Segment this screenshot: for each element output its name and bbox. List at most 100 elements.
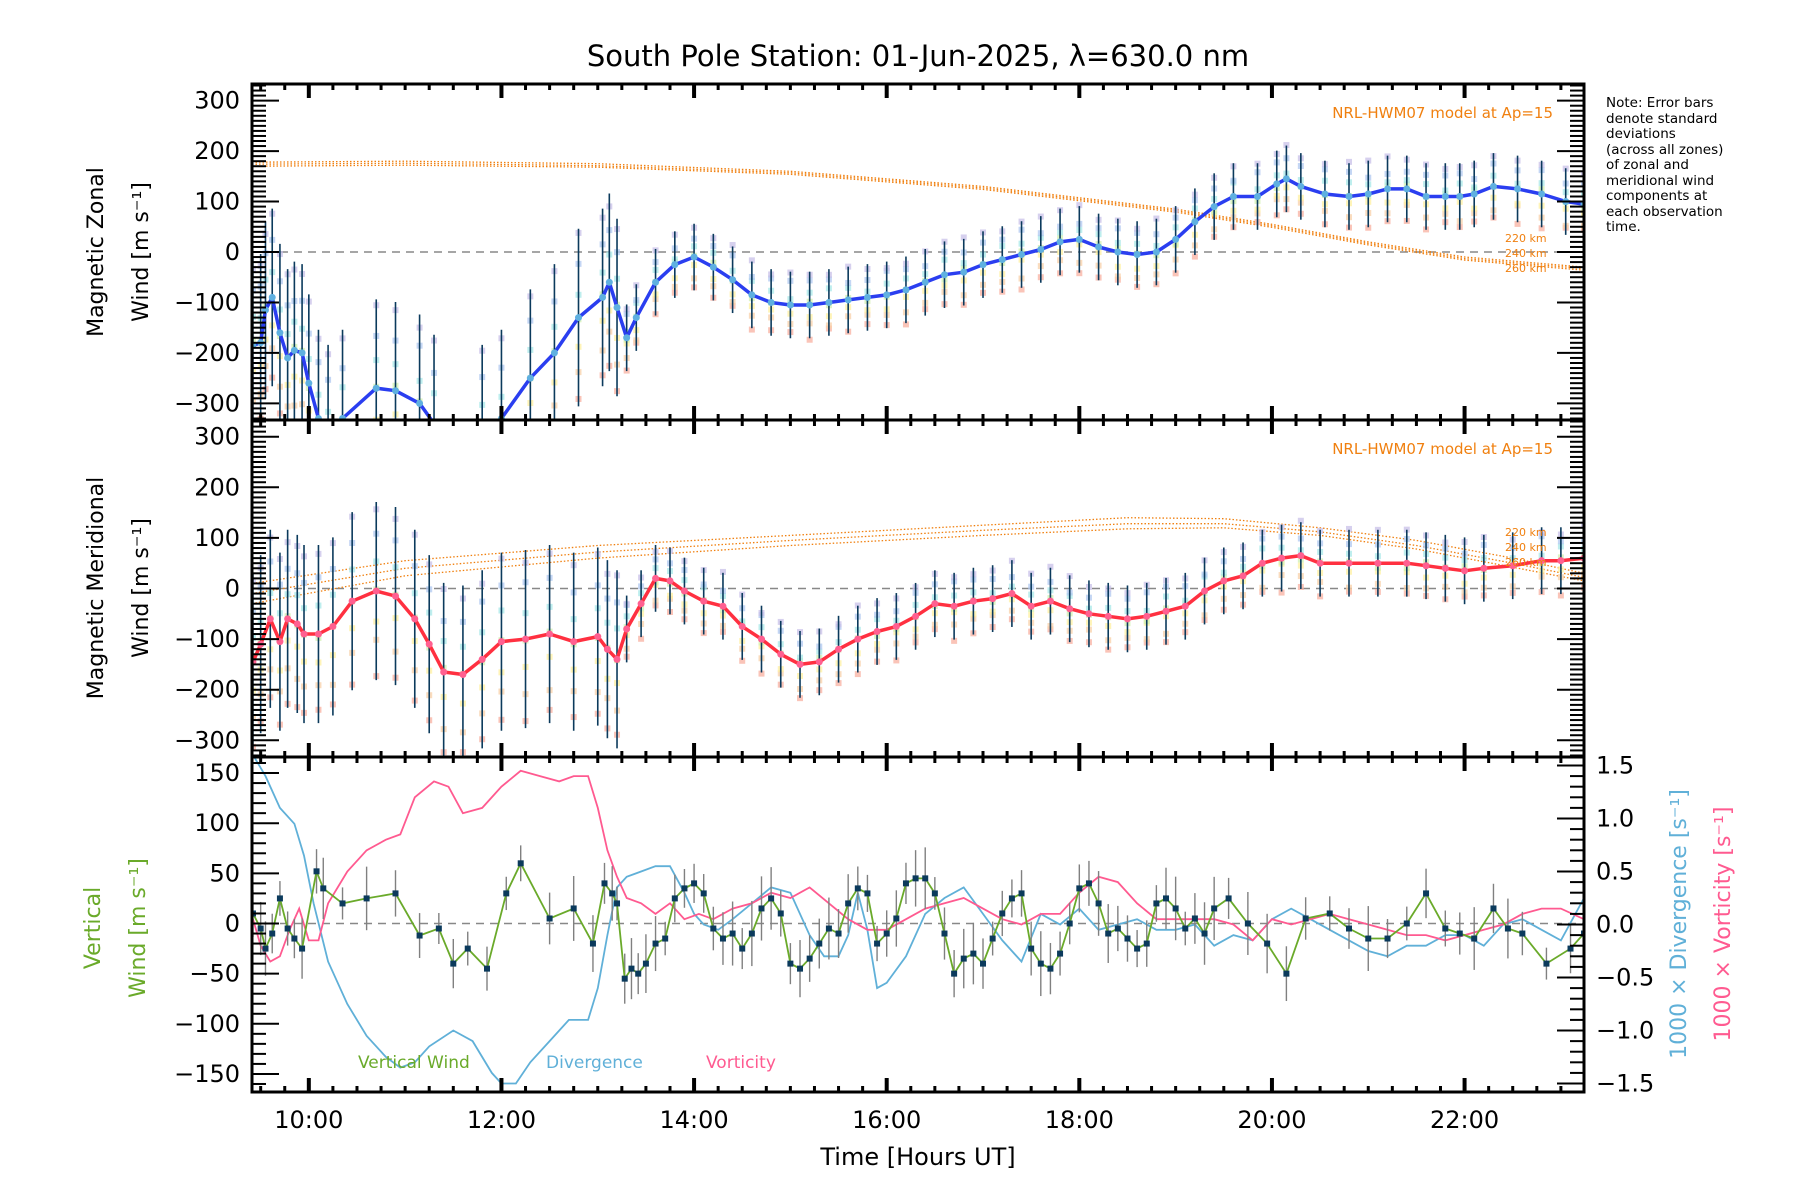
note-line: (across all zones) <box>1606 141 1724 158</box>
meridional-mean-marker <box>1557 557 1565 565</box>
zonal-zone-point <box>315 444 321 450</box>
zonal-zone-point <box>431 422 437 428</box>
vertical-wind-marker <box>1047 965 1054 972</box>
vertical-wind-marker <box>1095 900 1102 907</box>
meridional-mean-marker <box>497 638 505 646</box>
vertical-wind-marker <box>464 945 471 952</box>
vertical-wind-marker <box>980 960 987 967</box>
zonal-zone-point <box>252 265 256 272</box>
zonal-mean-marker <box>623 334 631 342</box>
zonal-mean-marker <box>1422 193 1430 201</box>
zonal-mean-marker <box>605 278 613 286</box>
meridional-ytick-label: 100 <box>194 524 240 552</box>
vertical-wind-marker <box>1124 935 1131 942</box>
vertical-wind-marker <box>291 935 298 942</box>
meridional-mean-marker <box>719 602 727 610</box>
vertical-wind-marker <box>621 975 628 982</box>
zonal-zone-point <box>1345 158 1352 165</box>
chart-data-layer <box>252 142 1584 1085</box>
vertical-wind-marker <box>1037 960 1044 967</box>
vertical-wind-marker <box>614 900 621 907</box>
vertical-ytick-label: −150 <box>174 1060 240 1088</box>
zonal-ytick-label: −200 <box>174 339 240 367</box>
zonal-zone-point <box>306 461 312 467</box>
vertical-wind-marker <box>635 970 642 977</box>
meridional-mean-marker <box>1297 552 1305 560</box>
meridional-ylabel-line2: Wind [m s⁻¹] <box>129 518 154 658</box>
zonal-zone-point <box>340 467 346 473</box>
meridional-mean-marker <box>1480 564 1488 572</box>
meridional-zone-point <box>252 634 256 641</box>
meridional-zone-point <box>638 635 645 642</box>
meridional-mean-marker <box>1181 602 1189 610</box>
meridional-mean-marker <box>989 595 997 603</box>
vertical-wind-marker <box>922 875 929 882</box>
meridional-zone-point <box>252 714 256 721</box>
meridional-alt-label-260: 260 km <box>1505 556 1547 569</box>
zonal-mean-marker <box>1133 251 1141 259</box>
meridional-mean-marker <box>300 630 308 638</box>
vertical-ytick-label: −100 <box>174 1010 240 1038</box>
vertical-wind-marker <box>970 950 977 957</box>
meridional-mean-marker <box>1123 615 1131 623</box>
zonal-zone-point <box>373 461 379 467</box>
meridional-mean-marker <box>1027 602 1035 610</box>
zonal-mean-marker <box>325 430 332 437</box>
vertical-wind-marker <box>1057 950 1064 957</box>
zonal-mean-marker <box>1456 193 1464 201</box>
vertical-wind-marker <box>269 930 276 937</box>
vertical-ylabel-line1: Vertical <box>81 887 106 969</box>
zonal-mean-marker <box>1514 185 1522 193</box>
vertical-wind-marker <box>1172 905 1179 912</box>
zonal-zone-point <box>340 495 346 501</box>
vertical-wind-marker <box>570 905 577 912</box>
meridional-zone-point <box>1278 589 1285 596</box>
vertical-wind-marker <box>1114 925 1121 932</box>
vertical-wind-marker <box>825 925 832 932</box>
vertical-wind-marker <box>1143 940 1150 947</box>
zonal-zone-point <box>393 443 399 449</box>
vertical-wind-marker <box>642 960 649 967</box>
zonal-mean-marker <box>613 303 621 311</box>
vertical-wind-marker <box>1504 925 1511 932</box>
note-line: time. <box>1606 219 1641 235</box>
meridional-mean-marker <box>594 633 602 641</box>
vertical-wind-marker <box>854 885 861 892</box>
zonal-ytick-label: 100 <box>194 188 240 216</box>
zonal-mean-marker <box>786 301 794 309</box>
vertical-wind-marker <box>758 905 765 912</box>
zonal-mean-marker <box>1384 185 1392 193</box>
meridional-mean-marker <box>892 622 900 630</box>
meridional-mean-marker <box>854 635 862 643</box>
meridional-mean-marker <box>969 597 977 605</box>
vertical-wind-marker <box>1456 930 1463 937</box>
note-line: each observation <box>1606 203 1723 220</box>
vertical-wind-marker <box>1283 970 1290 977</box>
vertical-wind-marker <box>739 945 746 952</box>
zonal-zone-point <box>960 234 967 241</box>
vertical-wind-marker <box>845 900 852 907</box>
divergence-line <box>253 757 1584 1085</box>
vertical-wind-marker <box>313 868 320 875</box>
vertical-wind-marker <box>1543 960 1550 967</box>
vertical-wind-marker <box>806 955 813 962</box>
meridional-zone-point <box>797 695 804 702</box>
vertical-wind-marker <box>893 915 900 922</box>
meridional-mean-marker <box>392 592 400 600</box>
zonal-mean-marker <box>690 253 698 261</box>
vertical-wind-marker <box>719 935 726 942</box>
meridional-model-label: NRL-HWM07 model at Ap=15 <box>1332 440 1553 458</box>
zonal-mean-marker <box>632 314 640 322</box>
zonal-mean-marker <box>883 291 891 299</box>
vertical-wind-marker <box>1471 935 1478 942</box>
zonal-mean-marker <box>1114 248 1122 256</box>
zonal-ytick-label: 200 <box>194 137 240 165</box>
meridional-mean-marker <box>293 620 301 628</box>
zonal-zone-point <box>417 479 423 485</box>
vertical-wind-marker <box>1326 910 1333 917</box>
zonal-mean-marker <box>479 430 486 437</box>
zonal-mean-marker <box>767 298 775 306</box>
vertical-wind-marker <box>700 890 707 897</box>
meridional-zone-point <box>854 602 861 609</box>
vertical-wind-marker <box>1191 915 1198 922</box>
